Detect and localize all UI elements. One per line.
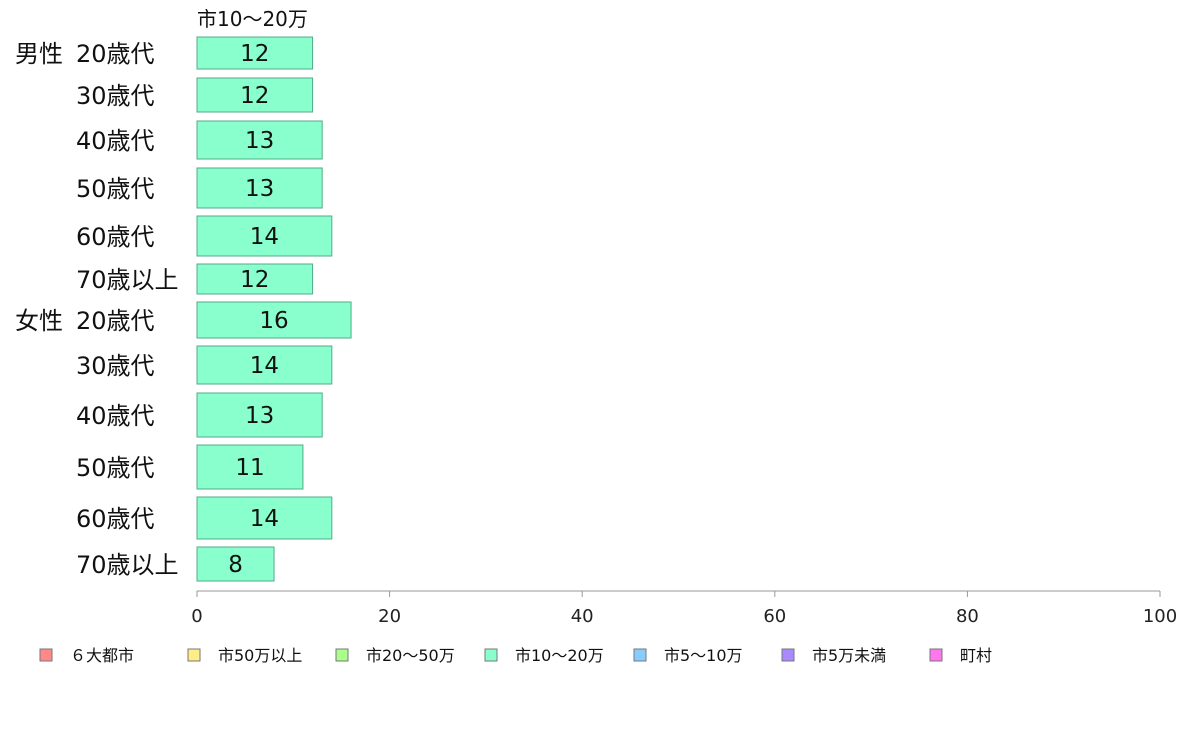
group-label: 女性 bbox=[15, 307, 63, 335]
legend-label: 市5〜10万 bbox=[664, 646, 743, 665]
bar bbox=[196, 77, 314, 113]
category-label: 60歳代 bbox=[76, 223, 155, 251]
bar-value-label: 13 bbox=[245, 403, 274, 429]
legend-swatch bbox=[484, 648, 498, 662]
bar-value-label: 14 bbox=[250, 353, 279, 379]
legend-swatch bbox=[929, 648, 943, 662]
category-label: 30歳代 bbox=[76, 352, 155, 380]
bar bbox=[196, 36, 314, 70]
bar bbox=[196, 496, 333, 540]
legend: ６大都市 市50万以上 市20〜50万 市10〜20万 市5〜10万 市5万未満 町村 bbox=[39, 646, 992, 665]
series-title: 市10〜20万 bbox=[197, 7, 308, 31]
category-label: 20歳代 bbox=[76, 307, 155, 335]
bar-value-label: 12 bbox=[240, 41, 269, 67]
legend-label: 市10〜20万 bbox=[515, 646, 604, 665]
x-tick-label: 100 bbox=[1143, 606, 1177, 627]
bar-value-label: 8 bbox=[228, 552, 243, 578]
bar bbox=[196, 345, 333, 385]
bars-layer: 男性 20歳代 12 30歳代 12 40歳代 13 50歳代 13 60歳代 14 70歳以上 12 女… bbox=[15, 36, 352, 582]
legend-swatch bbox=[633, 648, 647, 662]
x-tick-label: 20 bbox=[378, 606, 401, 627]
category-label: 40歳代 bbox=[76, 402, 155, 430]
category-label: 70歳以上 bbox=[76, 551, 179, 579]
category-label: 70歳以上 bbox=[76, 266, 179, 294]
bar-value-label: 13 bbox=[245, 128, 274, 154]
legend-swatch bbox=[39, 648, 53, 662]
legend-label: 市50万以上 bbox=[218, 646, 302, 665]
category-label: 20歳代 bbox=[76, 40, 155, 68]
bar-value-label: 12 bbox=[240, 83, 269, 109]
category-label: 40歳代 bbox=[76, 127, 155, 155]
category-label: 50歳代 bbox=[76, 454, 155, 482]
bar-value-label: 16 bbox=[259, 308, 288, 334]
bar bbox=[196, 444, 304, 490]
bar-value-label: 14 bbox=[250, 224, 279, 250]
x-tick-label: 0 bbox=[191, 606, 202, 627]
legend-swatch bbox=[335, 648, 349, 662]
legend-label: 町村 bbox=[960, 646, 992, 665]
bar bbox=[196, 215, 333, 257]
legend-label: ６大都市 bbox=[70, 646, 134, 665]
bar-value-label: 12 bbox=[240, 267, 269, 293]
legend-label: 市20〜50万 bbox=[366, 646, 455, 665]
legend-label: 市5万未満 bbox=[812, 646, 886, 665]
bar-value-label: 11 bbox=[235, 455, 264, 481]
x-axis: 0 20 40 60 80 100 bbox=[191, 590, 1177, 627]
bar-value-label: 13 bbox=[245, 176, 274, 202]
legend-swatch bbox=[187, 648, 201, 662]
bar-value-label: 14 bbox=[250, 506, 279, 532]
x-tick-label: 60 bbox=[763, 606, 786, 627]
legend-swatch bbox=[781, 648, 795, 662]
bar bbox=[196, 301, 352, 339]
bar bbox=[196, 392, 323, 438]
category-label: 30歳代 bbox=[76, 82, 155, 110]
bar bbox=[196, 167, 323, 209]
x-tick-label: 80 bbox=[956, 606, 979, 627]
x-tick-label: 40 bbox=[571, 606, 594, 627]
bar bbox=[196, 120, 323, 160]
bar bbox=[196, 263, 314, 295]
bar bbox=[196, 546, 275, 582]
category-label: 50歳代 bbox=[76, 175, 155, 203]
category-label: 60歳代 bbox=[76, 505, 155, 533]
group-label: 男性 bbox=[15, 40, 63, 68]
